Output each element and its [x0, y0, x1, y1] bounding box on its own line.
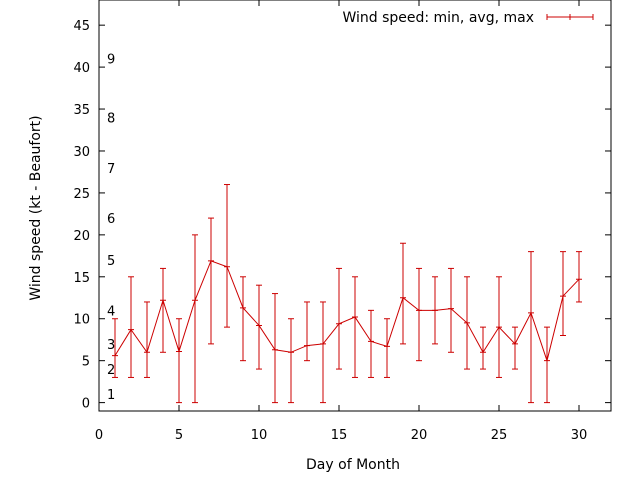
avg-wind-speed-line: [114, 260, 580, 363]
data-points: [112, 257, 582, 364]
data-point: [336, 320, 342, 327]
error-bars: [112, 184, 582, 404]
x-tick-label: 0: [95, 428, 103, 443]
beaufort-label: 3: [107, 338, 115, 353]
data-point: [384, 343, 390, 350]
data-point: [320, 340, 326, 347]
data-point: [112, 352, 118, 359]
data-point: [400, 294, 406, 301]
plot-frame: [98, 0, 612, 412]
data-point: [240, 304, 246, 311]
x-tick-label: 5: [175, 428, 183, 443]
x-tick-label: 25: [491, 428, 508, 443]
data-point: [432, 307, 438, 314]
x-tick-label: 15: [331, 428, 348, 443]
y-tick-label: 45: [73, 19, 90, 34]
legend: Wind speed: min, avg, max: [342, 10, 594, 26]
data-point: [208, 257, 214, 264]
data-point: [144, 349, 150, 356]
data-point: [192, 297, 198, 304]
data-point: [464, 319, 470, 326]
data-point: [352, 314, 358, 321]
legend-point: [567, 14, 573, 20]
beaufort-label: 1: [107, 388, 115, 403]
data-point: [528, 309, 534, 316]
beaufort-labels: 1 2 3 4 5 6 7 8 9: [107, 53, 115, 404]
x-axis-label: Day of Month: [306, 457, 400, 473]
x-tick-label: 30: [571, 428, 588, 443]
data-point: [224, 263, 230, 270]
beaufort-label: 6: [107, 212, 115, 227]
y-axis-label: Wind speed (kt - Beaufort): [28, 115, 44, 300]
beaufort-label: 2: [107, 363, 115, 378]
legend-sample: [546, 14, 594, 20]
axis-ticks: [98, 0, 611, 411]
data-point: [496, 324, 502, 331]
data-point: [576, 276, 582, 283]
data-point: [480, 349, 486, 356]
y-tick-label: 15: [73, 271, 90, 286]
data-point: [448, 305, 454, 312]
y-tick-label: 25: [73, 187, 90, 202]
y-tick-label: 30: [73, 145, 90, 160]
data-point: [416, 307, 422, 314]
data-point: [160, 297, 166, 304]
beaufort-label: 9: [107, 53, 115, 68]
y-tick-label: 35: [73, 103, 90, 118]
legend-label: Wind speed: min, avg, max: [342, 10, 534, 26]
data-point: [256, 322, 262, 329]
y-tick-label: 0: [82, 397, 90, 412]
y-tick-label: 40: [73, 61, 90, 76]
x-tick-label: 20: [411, 428, 428, 443]
x-tick-label: 10: [251, 428, 268, 443]
y-tick-labels: 0 5 10 15 20 25 30 35 40 45: [73, 19, 90, 411]
data-point: [544, 357, 550, 364]
data-point: [176, 348, 182, 355]
data-point: [368, 338, 374, 345]
data-point: [304, 342, 310, 349]
y-tick-label: 10: [73, 313, 90, 328]
y-tick-label: 5: [82, 355, 90, 370]
x-tick-labels: 0 5 10 15 20 25 30: [95, 428, 587, 443]
y-tick-label: 20: [73, 229, 90, 244]
data-point: [512, 340, 518, 347]
data-point: [288, 349, 294, 356]
beaufort-label: 8: [107, 111, 115, 126]
beaufort-label: 4: [107, 304, 115, 319]
data-point: [560, 293, 566, 300]
data-point: [128, 326, 134, 333]
beaufort-label: 7: [107, 162, 115, 177]
beaufort-label: 5: [107, 254, 115, 269]
data-point: [272, 346, 278, 353]
